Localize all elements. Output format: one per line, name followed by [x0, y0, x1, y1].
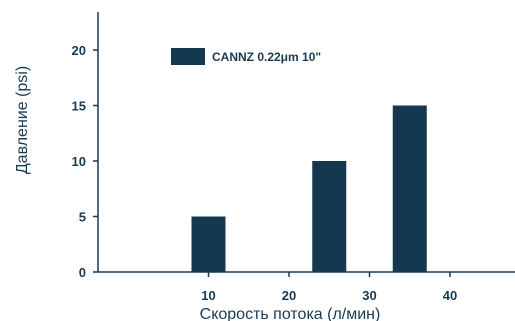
x-axis-ticks: 10 20 30 40 [201, 272, 457, 303]
y-axis-title: Давление (psi) [14, 66, 31, 174]
bar [312, 161, 347, 272]
y-tick-label: 10 [72, 154, 86, 169]
y-axis-ticks: 0 5 10 15 20 [72, 43, 98, 280]
x-tick-label: 10 [201, 288, 215, 303]
y-tick-label: 15 [72, 99, 86, 114]
y-tick-label: 5 [79, 210, 86, 225]
x-axis-title: Скорость потока (л/мин) [200, 306, 381, 321]
y-tick-label: 0 [79, 265, 86, 280]
x-tick-label: 40 [443, 288, 457, 303]
x-tick-label: 20 [282, 288, 296, 303]
bar [392, 105, 427, 272]
x-tick-label: 30 [362, 288, 376, 303]
bar [191, 216, 226, 272]
legend-swatch [171, 48, 205, 65]
legend: CANNZ 0.22μm 10" [171, 48, 321, 65]
bars [191, 105, 427, 272]
y-tick-label: 20 [72, 43, 86, 58]
legend-label: CANNZ 0.22μm 10" [212, 50, 321, 64]
